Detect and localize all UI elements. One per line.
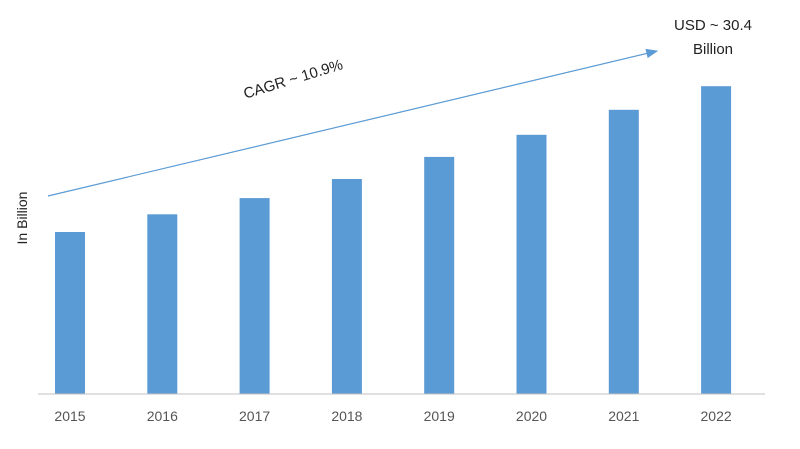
callout-line-2: Billion <box>692 41 734 58</box>
callout-line-1: USD ~ 30.4 <box>674 17 752 34</box>
x-tick-label-2015: 2015 <box>54 408 85 424</box>
final-value-callout: USD ~ 30.4 Billion <box>658 14 768 62</box>
x-tick-label-2018: 2018 <box>331 408 362 424</box>
x-tick-label-2016: 2016 <box>147 408 178 424</box>
x-tick-label-2022: 2022 <box>701 408 732 424</box>
bar-2021 <box>608 109 639 395</box>
y-axis-label: In Billion <box>8 148 36 288</box>
bar-2018 <box>331 179 362 394</box>
bar-2016 <box>147 214 178 394</box>
bar-2022 <box>701 86 732 394</box>
bar-2019 <box>424 156 455 394</box>
bar-2020 <box>516 134 547 395</box>
y-axis-label-text: In Billion <box>14 191 30 245</box>
cagr-trend-arrow <box>47 48 659 197</box>
x-tick-label-2020: 2020 <box>516 408 547 424</box>
bar-2015 <box>55 232 85 394</box>
x-tick-label-2017: 2017 <box>239 408 270 424</box>
x-tick-label-2019: 2019 <box>424 408 455 424</box>
x-tick-label-2021: 2021 <box>608 408 639 424</box>
bar-2017 <box>239 198 270 394</box>
